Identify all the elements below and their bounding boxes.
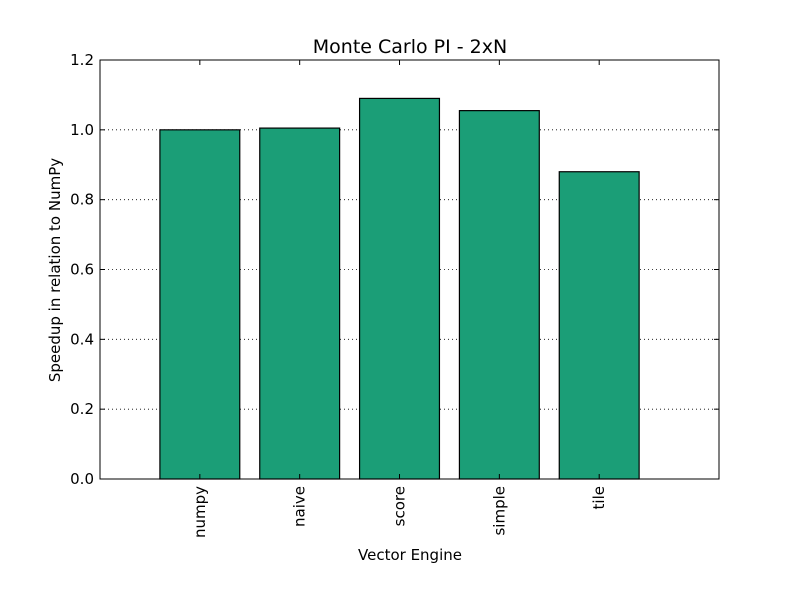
bar-naive [259, 127, 341, 480]
x-axis-label: Vector Engine [358, 546, 462, 564]
tick-marks [100, 59, 719, 480]
y-tick-label: 0.8 [70, 191, 94, 209]
x-tick-label-naive: naive [291, 486, 309, 527]
y-axis-label: Speedup in relation to NumPy [46, 158, 64, 382]
x-tick-label-numpy: numpy [191, 486, 209, 538]
bar-tile [558, 171, 640, 480]
chart-title: Monte Carlo PI - 2xN [313, 36, 507, 58]
bar-numpy [159, 129, 241, 480]
x-tick-label-score: score [391, 486, 409, 526]
y-tick-label: 0.4 [70, 330, 94, 348]
y-tick-label: 1.2 [70, 51, 94, 69]
bar-simple [458, 110, 540, 480]
y-tick-label: 0.6 [70, 261, 94, 279]
x-tick-labels: numpy naive score simple tile [191, 486, 608, 538]
y-tick-labels: 0.0 0.2 0.4 0.6 0.8 1.0 1.2 [70, 51, 94, 488]
y-tick-label: 1.0 [70, 121, 94, 139]
bar-score [358, 97, 441, 480]
x-tick-label-simple: simple [490, 486, 508, 536]
x-tick-label-tile: tile [590, 486, 608, 509]
y-tick-label: 0.0 [70, 470, 94, 488]
y-tick-label: 0.2 [70, 400, 94, 418]
bars [159, 97, 640, 480]
